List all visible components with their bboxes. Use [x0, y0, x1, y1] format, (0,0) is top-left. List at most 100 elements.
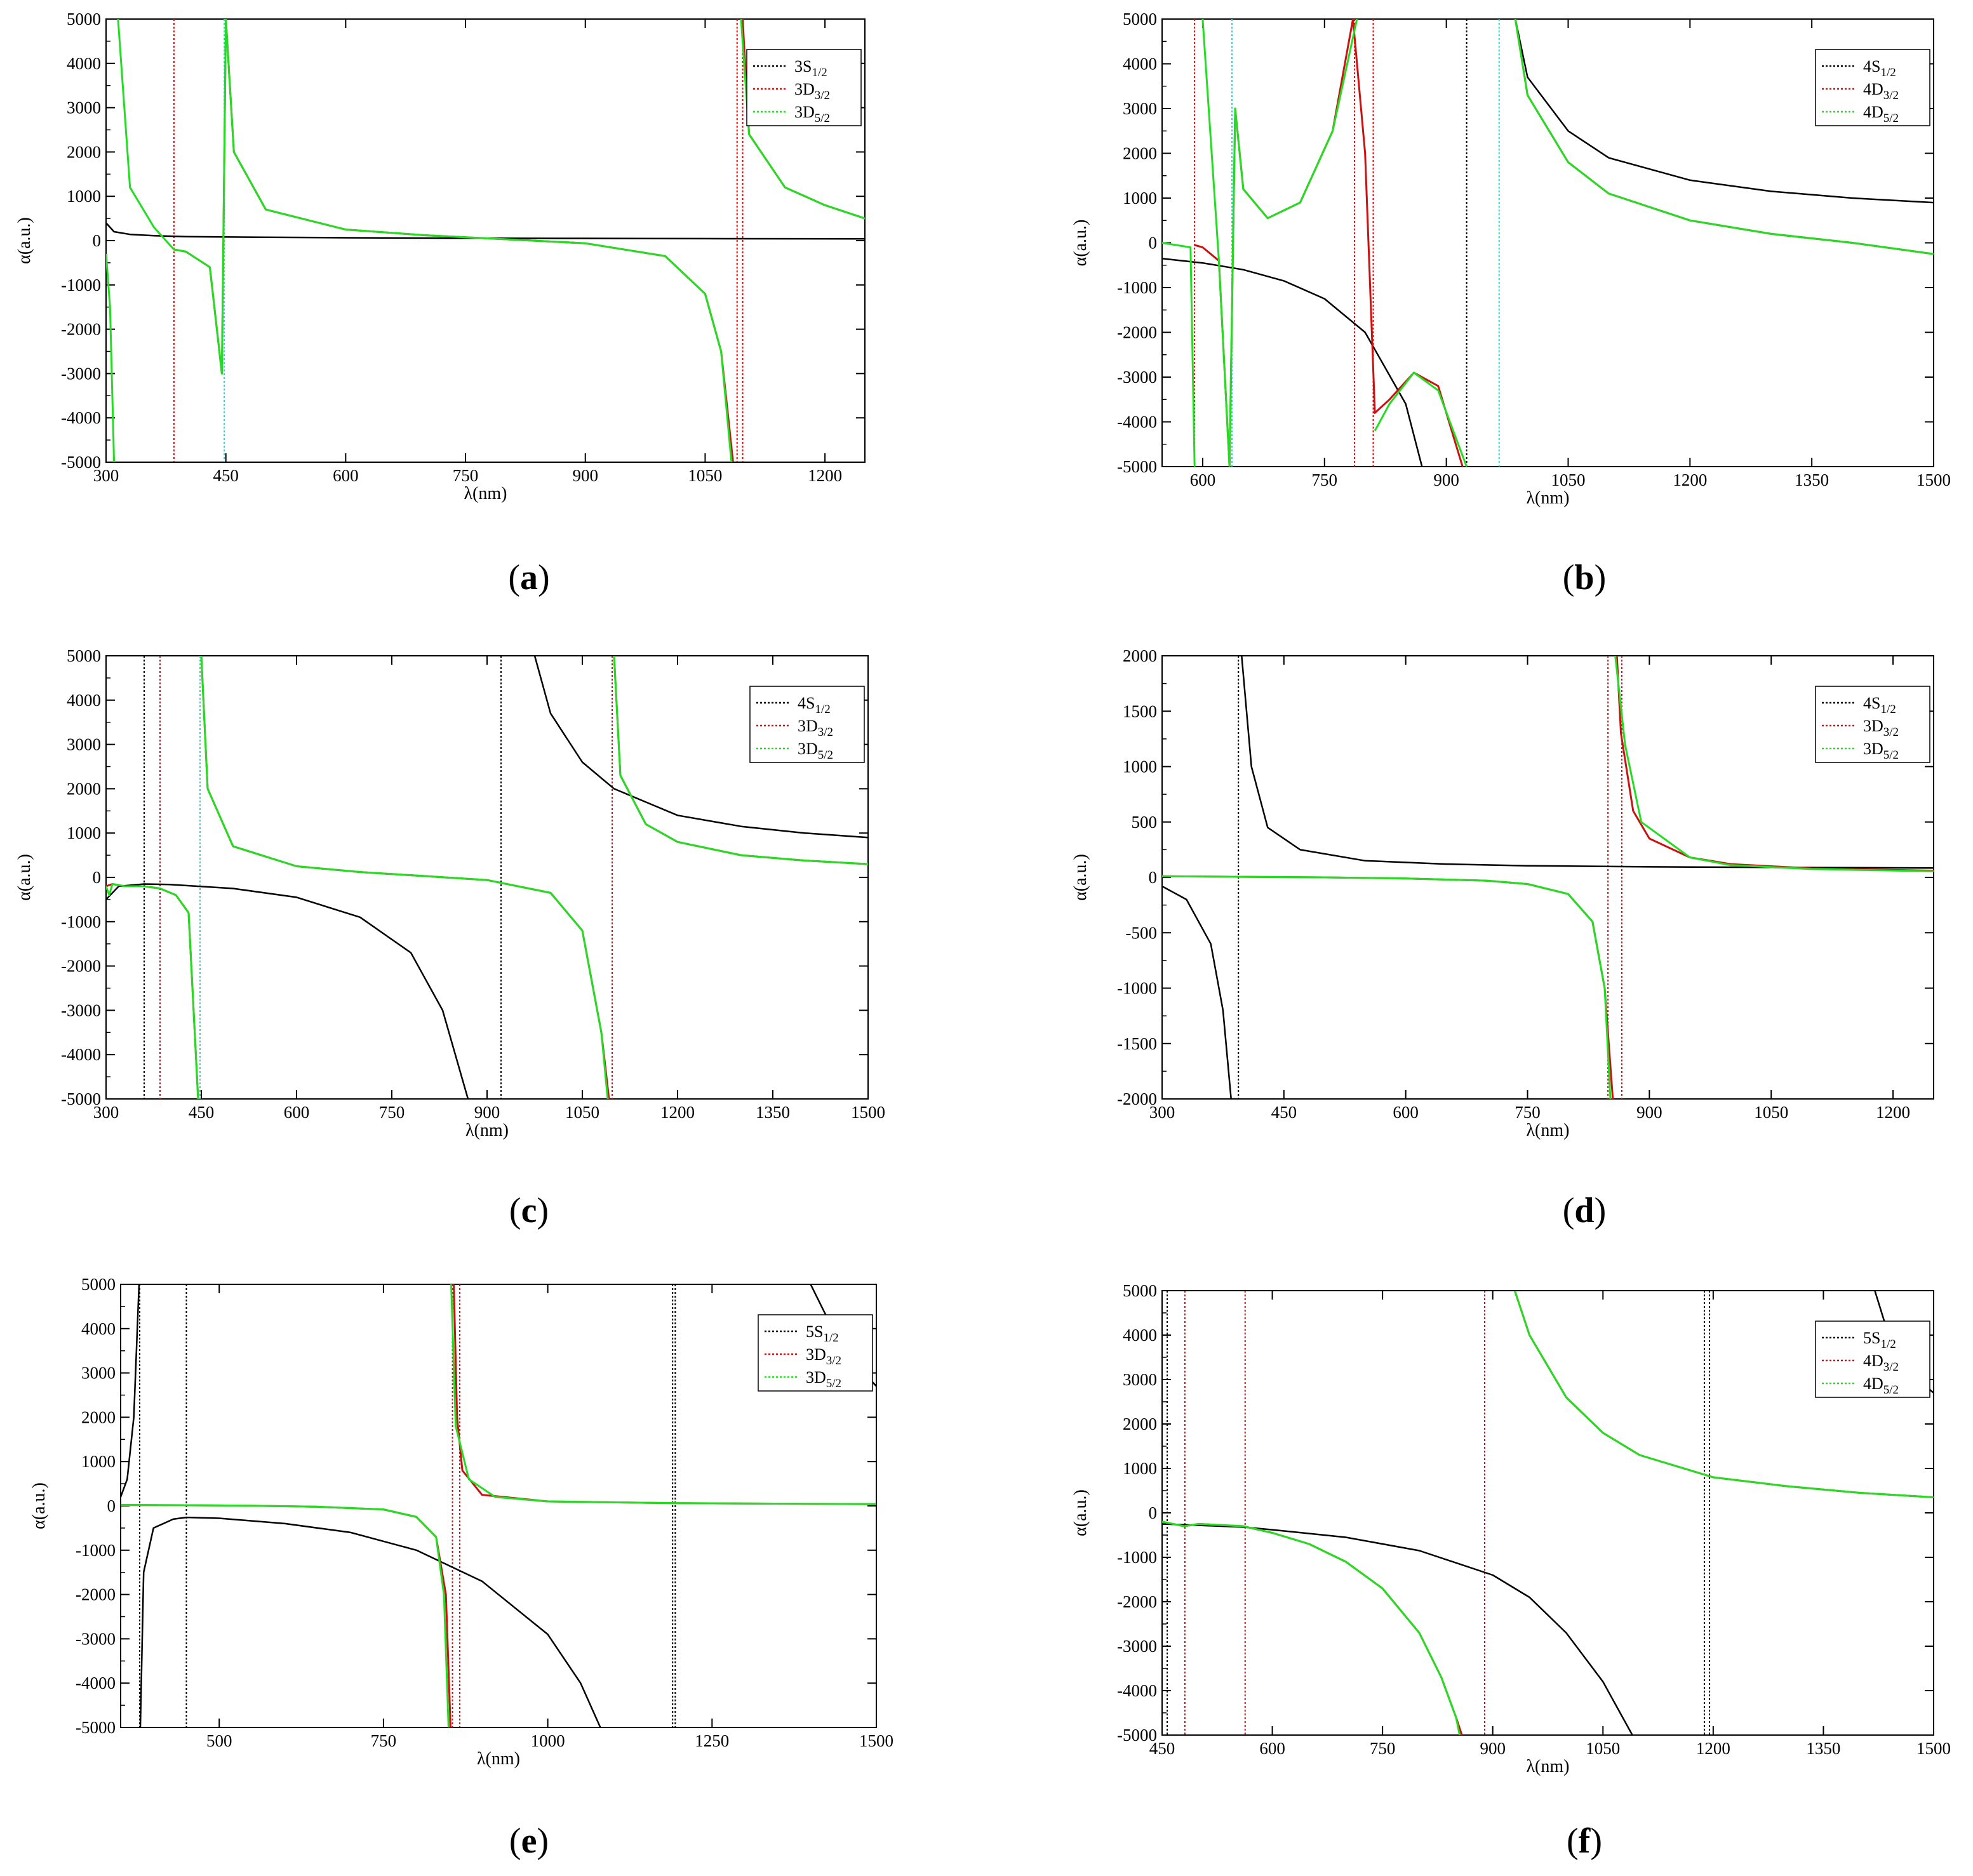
- panel-caption-e-letter: e: [521, 1821, 537, 1861]
- chart-panel-c: -5000 -4000 -3000 -2000 -1000 0 1000 2000 3000 40…: [15, 646, 885, 1140]
- panel-caption-a-letter: a: [520, 558, 538, 597]
- x-tick-label: 750: [1312, 470, 1338, 489]
- chart-panel-f: -5000 -4000 -3000 -2000 -1000 0 1000 2000 3000 40…: [1071, 1281, 1951, 1776]
- series-line-5S1/2: [121, 1284, 140, 1498]
- x-tick-label: 450: [213, 466, 239, 485]
- legend-label: 3D3/2: [1863, 717, 1899, 739]
- y-tick-label: 3000: [1123, 1370, 1157, 1389]
- series-line-5S1/2: [1162, 1523, 1633, 1735]
- y-tick-label: 2000: [1123, 646, 1157, 665]
- x-tick-label: 1050: [688, 466, 722, 485]
- y-tick-label: -1000: [61, 276, 101, 295]
- series-line-4S1/2: [533, 656, 868, 839]
- plot-content: [1162, 1291, 1934, 1735]
- x-tick-label: 300: [93, 1103, 119, 1122]
- x-tick-label: 300: [1149, 1103, 1175, 1122]
- series-line-3D5/2: [450, 1284, 876, 1505]
- x-tick-label: 450: [189, 1103, 215, 1122]
- y-tick-label: -2000: [1117, 1592, 1157, 1611]
- y-tick-label: 2000: [1123, 144, 1157, 163]
- series-line-3D5/2: [200, 656, 609, 1099]
- y-tick-label: -4000: [61, 1045, 101, 1064]
- y-tick-label: 0: [93, 231, 102, 250]
- y-tick-label: -5000: [76, 1718, 116, 1737]
- series-line-3D3/2: [121, 1504, 451, 1727]
- y-tick-label: 3000: [1123, 99, 1157, 118]
- x-tick-label: 1500: [1916, 470, 1951, 489]
- series-line-3D5/2: [106, 253, 116, 462]
- x-tick-label: 1050: [565, 1103, 599, 1122]
- series-line-4D5/2: [1514, 19, 1934, 255]
- legend-box: [746, 49, 862, 126]
- x-tick-label: 1050: [1586, 1739, 1620, 1758]
- x-tick-label: 900: [474, 1103, 500, 1122]
- legend-box: [1815, 1321, 1930, 1398]
- x-axis-label: λ(nm): [1526, 1121, 1569, 1140]
- x-tick-label: 900: [1636, 1103, 1662, 1122]
- x-tick-label: 900: [1433, 470, 1459, 489]
- x-tick-label: 750: [379, 1103, 405, 1122]
- legend-label: 4D3/2: [1863, 80, 1899, 102]
- y-axis-label: α(a.u.): [15, 854, 34, 901]
- series-line-4S1/2: [1162, 885, 1237, 1099]
- series-line-4D5/2: [1513, 1291, 1934, 1498]
- series-line-4D5/2: [1162, 1520, 1461, 1735]
- x-tick-label: 600: [1393, 1103, 1419, 1122]
- y-tick-label: -1000: [1117, 1548, 1157, 1567]
- x-tick-label: 750: [371, 1731, 397, 1750]
- y-tick-label: -5000: [1117, 457, 1157, 476]
- y-tick-label: 0: [107, 1496, 116, 1515]
- legend-label: 4S1/2: [798, 694, 831, 716]
- y-axis-label: α(a.u.): [15, 217, 34, 264]
- series-line-3D5/2: [1162, 875, 1612, 1099]
- legend-label: 5S1/2: [1863, 1329, 1896, 1351]
- y-tick-label: 1500: [1123, 702, 1157, 721]
- series-line-3D5/2: [117, 19, 733, 462]
- plot-content: [106, 656, 868, 1099]
- x-tick-label: 600: [333, 466, 359, 485]
- legend-label: 5S1/2: [806, 1322, 839, 1345]
- series-line-3D5/2: [613, 656, 868, 865]
- legend-label: 4D5/2: [1863, 103, 1899, 125]
- x-tick-label: 1050: [1551, 470, 1585, 489]
- y-tick-label: -4000: [76, 1673, 116, 1693]
- series-line-5S1/2: [139, 1516, 601, 1727]
- y-tick-label: -5000: [1117, 1726, 1157, 1745]
- y-tick-label: 0: [93, 868, 102, 887]
- series-line-4D3/2: [1162, 1520, 1463, 1735]
- y-tick-label: -1000: [61, 912, 101, 931]
- y-tick-label: -2000: [61, 320, 101, 339]
- x-tick-label: 1200: [1673, 470, 1707, 489]
- y-tick-label: 5000: [1123, 1281, 1157, 1300]
- y-tick-label: -3000: [76, 1629, 116, 1648]
- legend-box: [1815, 686, 1930, 763]
- legend-label: 4S1/2: [1863, 694, 1896, 716]
- chart-panel-a: -5000 -4000 -3000 -2000 -1000 0 1000 2000 3000 40…: [15, 10, 866, 503]
- legend-label: 3S1/2: [794, 57, 827, 79]
- legend-box: [1815, 49, 1930, 126]
- series-line-4S1/2: [1515, 19, 1934, 204]
- legend-label: 3D3/2: [806, 1345, 841, 1367]
- x-tick-label: 900: [1480, 1739, 1506, 1758]
- panel-caption-c-letter: c: [521, 1191, 537, 1230]
- y-tick-label: 2000: [81, 1407, 116, 1427]
- y-tick-label: -1500: [1117, 1034, 1157, 1053]
- x-tick-label: 450: [1271, 1103, 1297, 1122]
- series-line-3D5/2: [106, 883, 199, 1099]
- y-tick-label: 4000: [67, 691, 101, 710]
- series-line-4D3/2: [1194, 19, 1464, 467]
- panel-caption-f: (f): [1567, 1821, 1602, 1861]
- panel-caption-b: (b): [1562, 558, 1607, 597]
- x-tick-label: 600: [1259, 1739, 1285, 1758]
- chart-panel-e: -5000 -4000 -3000 -2000 -1000 0 1000 2000 3000 40…: [29, 1275, 893, 1769]
- x-tick-label: 1500: [1916, 1739, 1951, 1758]
- x-tick-label: 750: [1370, 1739, 1396, 1758]
- legend-label: 3D5/2: [1863, 740, 1899, 762]
- panel-caption-c: (c): [509, 1191, 549, 1230]
- series-line-4D5/2: [1162, 242, 1196, 467]
- x-tick-label: 750: [453, 466, 479, 485]
- series-line-3D5/2: [1614, 656, 1934, 872]
